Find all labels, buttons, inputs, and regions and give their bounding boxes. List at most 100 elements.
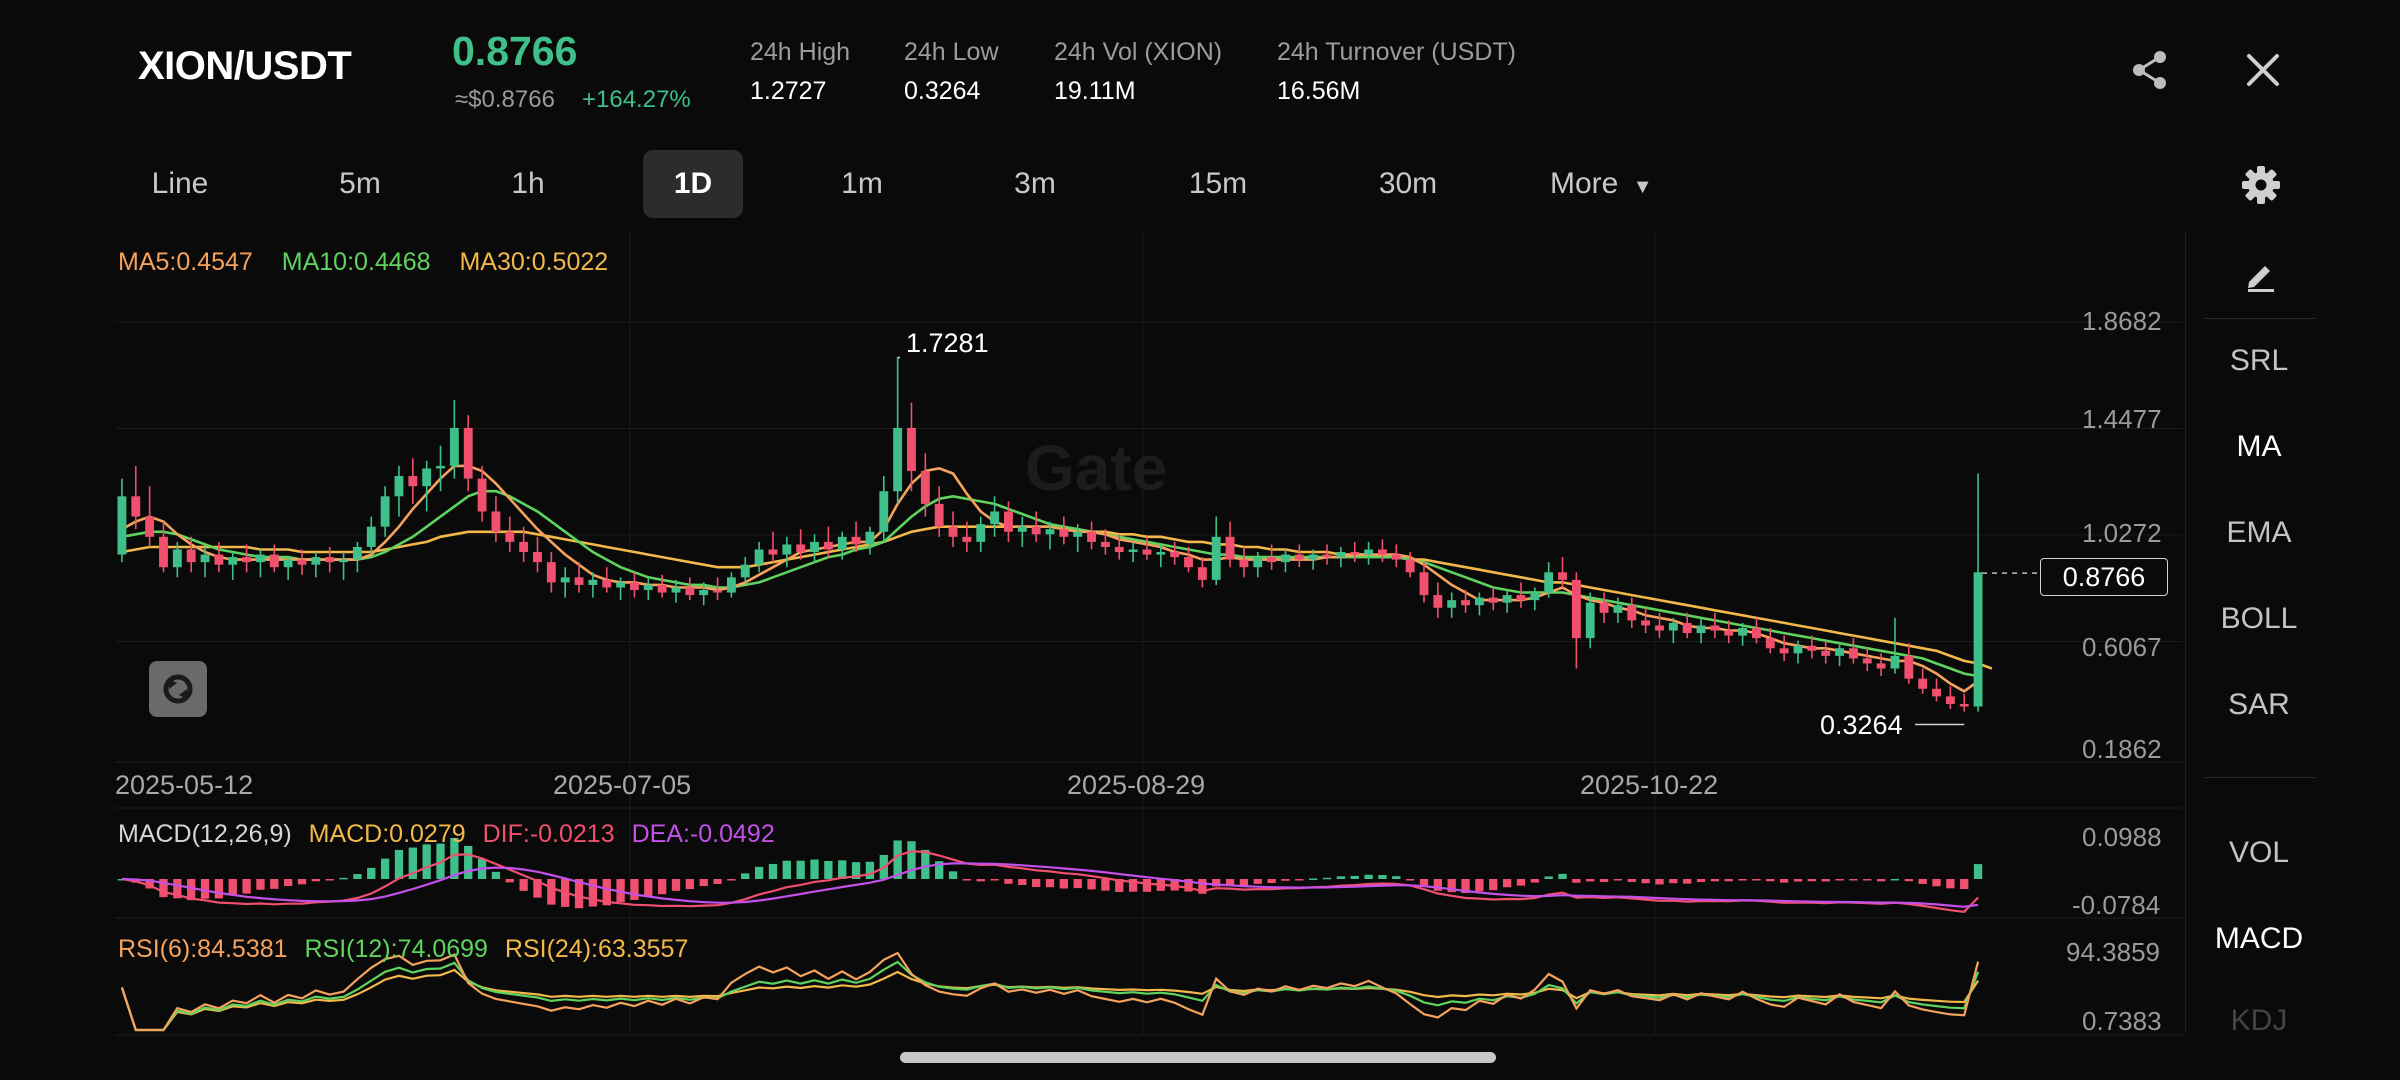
candle-body <box>1142 549 1152 555</box>
macd-bar <box>1849 879 1858 881</box>
tab-3m[interactable]: 3m <box>1014 167 1056 200</box>
macd-bar <box>1045 879 1055 888</box>
macd-bar <box>519 879 528 891</box>
candle-body <box>1447 600 1457 608</box>
dif-line <box>121 850 1979 913</box>
macd-bar <box>1309 878 1318 880</box>
candle-body <box>1031 526 1041 535</box>
candle-body <box>1779 648 1789 654</box>
indicator-kdj[interactable]: KDJ <box>2230 1004 2288 1037</box>
chart-reset-button[interactable] <box>149 661 207 717</box>
tab-5m[interactable]: 5m <box>339 167 381 200</box>
candle-body <box>1267 557 1277 563</box>
indicator-sar[interactable]: SAR <box>2228 688 2290 721</box>
candle-body <box>546 562 556 583</box>
macd-bar <box>394 849 404 879</box>
candle-body <box>796 544 806 553</box>
macd-bar <box>851 862 861 879</box>
candle-body <box>1239 559 1249 568</box>
candle-body <box>1710 625 1720 631</box>
tab-line[interactable]: Line <box>151 167 209 200</box>
macd-bar <box>1004 879 1013 884</box>
macd-bar <box>228 879 237 896</box>
tab-30m[interactable]: 30m <box>1378 167 1438 200</box>
macd-bar <box>491 871 501 879</box>
candle-body <box>1904 655 1914 679</box>
candle-body <box>311 557 321 565</box>
candle-body <box>560 577 570 583</box>
indicator-ma[interactable]: MA <box>2236 430 2282 463</box>
candle-body <box>1433 595 1443 608</box>
macd-bar <box>1253 879 1262 884</box>
tab-15m[interactable]: 15m <box>1188 167 1248 200</box>
date-label: 2025-08-29 <box>1067 770 1206 800</box>
indicator-vol[interactable]: VOL <box>2228 836 2290 869</box>
candle-body <box>976 524 986 542</box>
tab-more[interactable]: More ▼ <box>1550 150 1690 218</box>
macd-bar <box>990 879 999 881</box>
candle-body <box>1835 648 1844 656</box>
candle-body <box>269 554 279 568</box>
indicator-panel: SRL MA EMA BOLL SAR VOL MACD KDJ <box>2185 232 2331 1037</box>
candle-body <box>1516 595 1526 601</box>
macd-bar <box>145 879 154 889</box>
macd-bar <box>713 879 722 884</box>
candle-body <box>657 584 667 593</box>
candle-body <box>768 549 778 555</box>
rsi12-line <box>120 960 1980 1032</box>
candle-body <box>1419 572 1429 596</box>
rsi12-value: RSI(12):74.0699 <box>304 935 488 963</box>
date-label: 2025-10-22 <box>1580 770 1719 800</box>
candle-body <box>851 536 861 545</box>
watermark-logo: Gate <box>1025 432 1167 504</box>
candle-body <box>990 511 1000 525</box>
macd-bar <box>699 879 708 887</box>
candle-body <box>1862 658 1872 664</box>
indicator-ema[interactable]: EMA <box>2226 516 2292 549</box>
dea-line <box>121 862 1979 908</box>
candle-body <box>1364 549 1374 555</box>
macd-bar <box>962 879 972 881</box>
macd-bar <box>1447 879 1456 893</box>
candle-body <box>505 531 515 542</box>
tab-1d[interactable]: 1D <box>643 150 743 218</box>
candle-body <box>616 582 626 588</box>
candle-body <box>1225 536 1235 560</box>
candle-body <box>1059 529 1069 537</box>
pair-title: XION/USDT <box>138 44 352 88</box>
refresh-icon <box>163 674 193 704</box>
price-axis-label: 0.6067 <box>2082 632 2162 662</box>
close-icon[interactable] <box>2241 48 2285 92</box>
candle-body <box>1544 572 1554 593</box>
macd-bar <box>1475 879 1484 892</box>
macd-bar <box>547 879 556 905</box>
share-icon[interactable] <box>2128 48 2172 92</box>
tab-1m[interactable]: 1m <box>841 167 883 200</box>
macd-bar <box>1627 879 1636 882</box>
macd-bar <box>727 879 736 881</box>
candle-body <box>297 559 307 565</box>
macd-bar <box>1295 879 1304 881</box>
candle-body <box>214 554 224 565</box>
tab-1h[interactable]: 1h <box>511 167 545 200</box>
indicator-srl[interactable]: SRL <box>2229 344 2289 377</box>
date-label: 2025-07-05 <box>553 770 692 800</box>
indicator-macd[interactable]: MACD <box>2214 922 2304 955</box>
pencil-icon[interactable] <box>2244 258 2278 292</box>
indicator-boll[interactable]: BOLL <box>2220 602 2298 635</box>
candle-body <box>837 536 847 550</box>
candle-body <box>1724 630 1734 636</box>
gear-icon[interactable] <box>2240 164 2282 206</box>
candles <box>117 357 1983 712</box>
macd-bar <box>602 879 611 906</box>
divider <box>2204 777 2316 778</box>
ma10-value: MA10:0.4468 <box>281 248 431 276</box>
high-annotation: 1.7281 <box>906 328 989 358</box>
candle-body <box>1350 552 1360 555</box>
candle-body <box>242 557 252 563</box>
ma-legend: MA5:0.4547 MA10:0.4468 MA30:0.5022 <box>118 248 630 277</box>
stat-24h-low: 24h Low 0.3264 <box>904 38 999 106</box>
candle-body <box>159 536 168 568</box>
macd-bar <box>1599 879 1609 882</box>
